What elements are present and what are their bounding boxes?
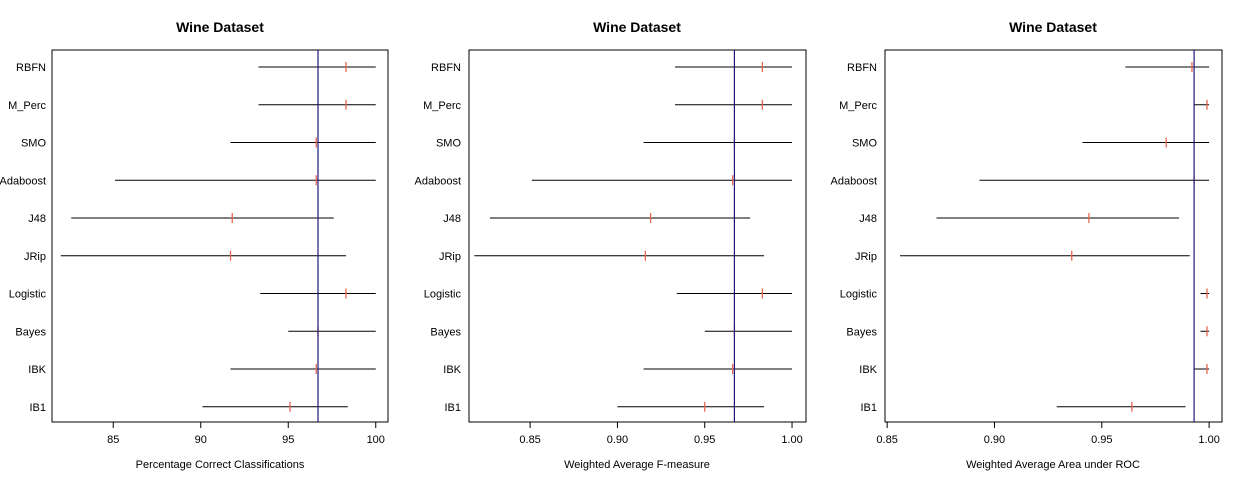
plot-frame: [51, 49, 389, 423]
x-tick-label: 0.95: [1091, 434, 1112, 446]
x-tick-label: 0.90: [984, 434, 1005, 446]
category-label: Logistic: [424, 289, 462, 301]
x-tick-label: 0.85: [519, 434, 540, 446]
category-label: Bayes: [430, 326, 461, 338]
category-label: Adaboost: [831, 175, 877, 187]
category-label: Bayes: [15, 326, 46, 338]
x-axis-label: Weighted Average Area under ROC: [966, 459, 1140, 471]
category-label: SMO: [21, 138, 47, 150]
x-tick-label: 1.00: [1198, 434, 1219, 446]
x-tick-label: 100: [367, 434, 385, 446]
category-label: J48: [859, 213, 877, 225]
category-label: IB1: [444, 402, 461, 414]
category-label: M_Perc: [8, 100, 46, 112]
category-label: IBK: [28, 364, 46, 376]
x-axis-label: Weighted Average F-measure: [564, 459, 710, 471]
x-tick-label: 85: [107, 434, 119, 446]
category-label: J48: [28, 213, 46, 225]
category-label: JRip: [855, 251, 877, 263]
category-label: SMO: [436, 138, 462, 150]
category-label: Adaboost: [0, 175, 46, 187]
category-label: JRip: [24, 251, 46, 263]
x-tick-label: 0.95: [694, 434, 715, 446]
category-label: Bayes: [846, 326, 877, 338]
plot-frame: [884, 49, 1223, 423]
plot-frame: [468, 49, 807, 423]
chart-title: Wine Dataset: [593, 19, 681, 35]
category-label: SMO: [852, 138, 878, 150]
category-label: Logistic: [9, 289, 47, 301]
x-tick-label: 95: [282, 434, 294, 446]
category-label: RBFN: [847, 62, 877, 74]
category-label: RBFN: [431, 62, 461, 74]
x-axis-label: Percentage Correct Classifications: [136, 459, 305, 471]
category-label: IB1: [29, 402, 46, 414]
category-label: Logistic: [840, 289, 878, 301]
x-tick-label: 90: [195, 434, 207, 446]
category-label: IBK: [443, 364, 461, 376]
category-label: M_Perc: [839, 100, 877, 112]
category-label: Adaboost: [415, 175, 461, 187]
category-label: M_Perc: [423, 100, 461, 112]
category-label: JRip: [439, 251, 461, 263]
x-tick-label: 0.90: [607, 434, 628, 446]
x-tick-label: 0.85: [876, 434, 897, 446]
chart-title: Wine Dataset: [1009, 19, 1097, 35]
category-label: IB1: [860, 402, 877, 414]
category-label: RBFN: [16, 62, 46, 74]
x-tick-label: 1.00: [781, 434, 802, 446]
category-label: J48: [443, 213, 461, 225]
category-label: IBK: [859, 364, 877, 376]
chart-title: Wine Dataset: [176, 19, 264, 35]
